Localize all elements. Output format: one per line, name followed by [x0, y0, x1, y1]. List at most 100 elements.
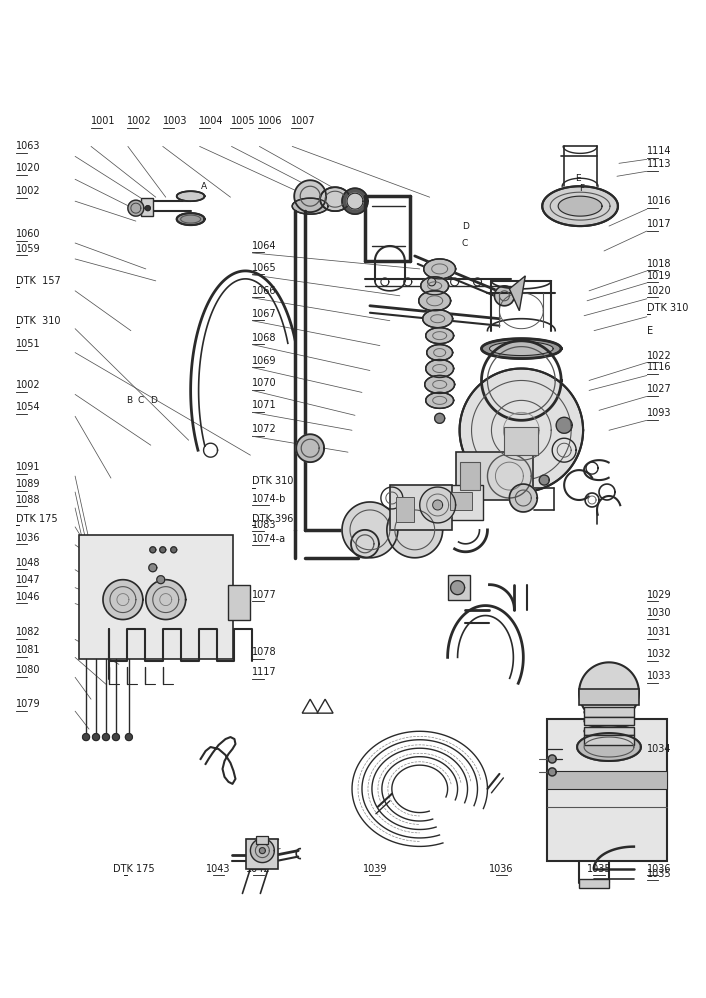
Polygon shape: [92, 734, 100, 741]
Text: 1072: 1072: [253, 424, 277, 434]
Text: 1070: 1070: [253, 378, 277, 388]
Text: 1054: 1054: [16, 402, 41, 412]
Text: 1082: 1082: [16, 628, 41, 638]
Text: 1078: 1078: [253, 648, 277, 658]
Text: 1047: 1047: [16, 575, 41, 585]
Text: 1033: 1033: [647, 672, 671, 682]
Text: 1007: 1007: [292, 117, 316, 127]
Text: 1071: 1071: [253, 400, 277, 410]
Polygon shape: [342, 502, 397, 558]
Text: 1046: 1046: [16, 592, 41, 602]
Text: 1022: 1022: [647, 350, 671, 360]
Polygon shape: [347, 194, 363, 210]
Polygon shape: [489, 341, 554, 355]
Polygon shape: [426, 392, 453, 408]
Bar: [442, 485, 484, 520]
Polygon shape: [160, 547, 166, 553]
Text: DTK  310: DTK 310: [16, 315, 61, 325]
Text: 1030: 1030: [647, 608, 671, 618]
Text: 1004: 1004: [198, 117, 223, 127]
Text: 1035: 1035: [587, 863, 611, 873]
Text: 1036: 1036: [647, 863, 671, 873]
Bar: [579, 878, 609, 888]
Text: 1006: 1006: [258, 117, 283, 127]
Text: DTK 175: DTK 175: [16, 514, 58, 524]
Polygon shape: [556, 417, 572, 433]
Text: A: A: [201, 182, 208, 191]
Text: E: E: [575, 174, 581, 183]
Text: 1036: 1036: [16, 533, 41, 543]
Text: 1035: 1035: [647, 868, 671, 878]
Polygon shape: [251, 838, 275, 862]
Polygon shape: [424, 258, 455, 278]
Bar: [584, 718, 634, 726]
Text: DTK 310: DTK 310: [253, 476, 294, 486]
Text: 1039: 1039: [363, 863, 387, 873]
Bar: [140, 199, 152, 217]
Text: 1059: 1059: [16, 244, 41, 253]
Polygon shape: [542, 187, 618, 227]
Polygon shape: [302, 700, 318, 714]
Text: 1088: 1088: [16, 495, 41, 505]
Polygon shape: [539, 475, 549, 485]
Text: C: C: [138, 395, 144, 404]
Bar: [448, 575, 469, 600]
Polygon shape: [157, 576, 164, 584]
Text: 1063: 1063: [16, 142, 41, 152]
Text: B: B: [126, 395, 132, 404]
Text: 1036: 1036: [489, 863, 514, 873]
Polygon shape: [433, 500, 443, 510]
Polygon shape: [549, 767, 556, 775]
Text: 1068: 1068: [253, 332, 277, 342]
Bar: [256, 835, 268, 843]
Text: DTK 310: DTK 310: [647, 302, 688, 312]
Text: 1020: 1020: [647, 285, 671, 295]
Bar: [460, 462, 479, 490]
Text: 1043: 1043: [206, 863, 231, 873]
Polygon shape: [112, 734, 119, 741]
Polygon shape: [128, 201, 144, 217]
Text: D: D: [150, 395, 157, 404]
Polygon shape: [317, 700, 333, 714]
Polygon shape: [481, 338, 561, 358]
Text: 1051: 1051: [16, 338, 41, 348]
Text: 1074-a: 1074-a: [253, 534, 287, 544]
Text: 1029: 1029: [647, 590, 671, 600]
Text: 1016: 1016: [647, 197, 671, 207]
Polygon shape: [426, 344, 453, 360]
Bar: [584, 736, 634, 746]
Text: 1060: 1060: [16, 229, 41, 240]
Text: 1064: 1064: [253, 241, 277, 250]
Bar: [584, 728, 634, 736]
Polygon shape: [460, 368, 583, 492]
Polygon shape: [294, 181, 326, 213]
Polygon shape: [149, 564, 157, 572]
Bar: [396, 497, 414, 522]
Polygon shape: [421, 276, 448, 294]
Text: F: F: [580, 184, 585, 193]
Polygon shape: [577, 734, 641, 760]
Text: 1080: 1080: [16, 666, 41, 676]
Polygon shape: [103, 580, 143, 620]
Text: 1002: 1002: [16, 380, 41, 390]
Text: 1001: 1001: [91, 117, 116, 127]
Text: 1114: 1114: [647, 147, 671, 157]
Bar: [504, 427, 538, 455]
Text: 1081: 1081: [16, 646, 41, 656]
Text: 1042: 1042: [246, 863, 270, 873]
Text: 1017: 1017: [647, 220, 671, 230]
Polygon shape: [420, 487, 455, 523]
Text: 1019: 1019: [647, 270, 671, 280]
Text: 1079: 1079: [16, 700, 41, 710]
Polygon shape: [419, 290, 450, 310]
Polygon shape: [423, 309, 453, 327]
Bar: [246, 838, 278, 868]
Polygon shape: [426, 327, 453, 343]
Text: 1077: 1077: [253, 590, 277, 600]
Text: 1113: 1113: [647, 160, 671, 170]
Text: 1027: 1027: [647, 384, 671, 394]
Text: 1003: 1003: [163, 117, 187, 127]
Polygon shape: [387, 502, 443, 558]
Text: 1032: 1032: [647, 650, 671, 660]
Text: 1034: 1034: [647, 744, 671, 754]
